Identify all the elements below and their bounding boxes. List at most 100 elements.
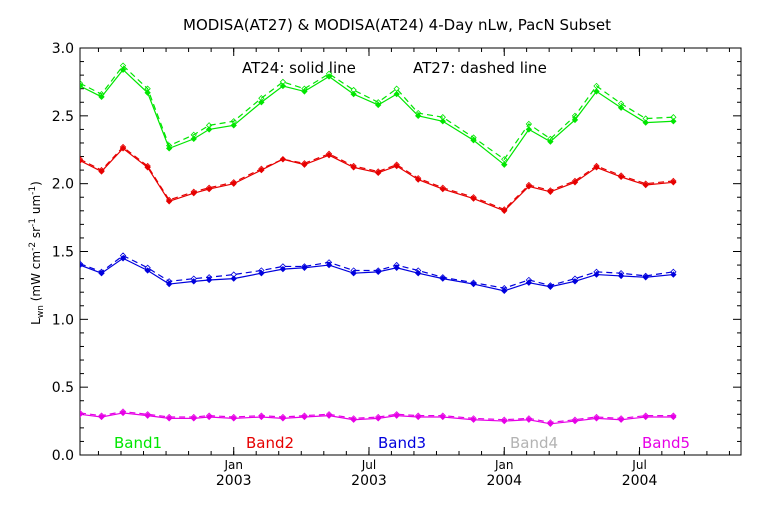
band5-at24-point bbox=[393, 412, 400, 419]
band3-at27-point bbox=[80, 260, 84, 267]
band5-at24-point bbox=[230, 415, 237, 422]
band3-at24-point bbox=[571, 278, 579, 285]
band1-at24-point bbox=[119, 66, 127, 73]
legend-band1: Band1 bbox=[114, 434, 162, 452]
band5-at24-point bbox=[415, 413, 422, 421]
band1-at24-point bbox=[190, 135, 197, 143]
plot-frame bbox=[79, 47, 742, 456]
band3-at24-point bbox=[325, 261, 333, 269]
band2-at24-point bbox=[571, 179, 579, 186]
band5-at24-point bbox=[98, 413, 105, 421]
band3-at27-line bbox=[80, 254, 674, 289]
band1-at24-point bbox=[547, 138, 554, 145]
band3-at24-point bbox=[279, 265, 287, 273]
chart-title: MODISA(AT27) & MODISA(AT24) 4-Day nLw, P… bbox=[183, 16, 611, 34]
band3-at24-point bbox=[375, 268, 382, 276]
band1-at24-point bbox=[98, 93, 105, 101]
band5-at24-point bbox=[439, 413, 446, 421]
x-tick-label-month: Jan bbox=[223, 458, 243, 472]
y-tick-label: 0.0 bbox=[52, 448, 74, 464]
band2-at24-point bbox=[190, 189, 197, 197]
band3-at24-point bbox=[190, 278, 197, 285]
band2-at24-point bbox=[525, 183, 533, 190]
band2-at24-point bbox=[279, 156, 287, 163]
band1-at24-point bbox=[205, 126, 213, 133]
legend-band5: Band5 bbox=[642, 434, 690, 452]
band5-at24-point bbox=[617, 416, 625, 423]
band3-at24-point bbox=[230, 275, 237, 282]
y-tick-label: 2.0 bbox=[52, 177, 74, 193]
band2-at24-line bbox=[80, 147, 674, 212]
band5-at24-point bbox=[571, 417, 579, 425]
band5-at24-point bbox=[501, 417, 508, 425]
band1-at24-point bbox=[80, 82, 84, 90]
band5-at24-point bbox=[593, 415, 600, 422]
band3-at24-point bbox=[205, 276, 213, 284]
band2-at27-line bbox=[80, 146, 674, 211]
band5-at24-line bbox=[80, 412, 674, 425]
band5-at27-point bbox=[80, 409, 84, 417]
band5-at24-point bbox=[205, 413, 213, 421]
ylabel-exp1: -2 bbox=[28, 242, 38, 251]
band2-at24-point bbox=[501, 207, 508, 214]
legend-band3: Band3 bbox=[378, 434, 426, 452]
x-tick-label-month: Jul bbox=[361, 458, 376, 472]
band5-at24-point bbox=[375, 415, 382, 422]
annotation-at24: AT24: solid line bbox=[242, 59, 356, 77]
band1-at24-point bbox=[375, 101, 382, 109]
band1-at24-point bbox=[279, 82, 287, 90]
band2-at24-point bbox=[415, 176, 422, 183]
band2-at24-point bbox=[547, 188, 554, 195]
band5-at24-point bbox=[165, 415, 173, 422]
band1-at24-point bbox=[470, 137, 477, 144]
ylabel-exp3: -1 bbox=[28, 186, 38, 195]
band1-at24-point bbox=[350, 90, 357, 98]
band3-at24-point bbox=[617, 272, 625, 280]
band2-at24-point bbox=[165, 198, 173, 205]
ylabel-exp2: -1 bbox=[28, 218, 38, 227]
band2-at24-point bbox=[350, 164, 357, 171]
band3-at24-point bbox=[301, 264, 308, 271]
band1-at24-point bbox=[258, 99, 265, 106]
x-tick-label-year: 2003 bbox=[351, 473, 387, 489]
band2-at24-point bbox=[642, 181, 649, 189]
ylabel-sub: wn bbox=[36, 305, 46, 318]
band5-at24-point bbox=[190, 415, 197, 422]
band5-at24-point bbox=[525, 416, 533, 423]
band2-at24-point bbox=[98, 168, 105, 175]
band5-at24-point bbox=[279, 415, 287, 422]
x-tick-label-year: 2004 bbox=[622, 473, 658, 489]
band3-at24-point bbox=[501, 287, 508, 295]
band3-at24-line bbox=[80, 257, 674, 292]
band5-at24-point bbox=[642, 413, 649, 421]
band2-at24-point bbox=[593, 164, 600, 171]
y-axis-label: Lwn (mW cm-2 sr-1 um-1) bbox=[28, 181, 46, 325]
band3-at24-point bbox=[165, 280, 173, 288]
band3-at24-point bbox=[350, 270, 357, 277]
band1-at24-point bbox=[393, 90, 400, 98]
axes: 0.00.51.01.52.02.53.0Jan2003Jul2003Jan20… bbox=[52, 41, 742, 489]
band1-at24-point bbox=[415, 112, 422, 119]
band2-at24-point bbox=[670, 179, 677, 186]
band1-at24-point bbox=[670, 118, 677, 125]
band1-at24-point bbox=[571, 116, 579, 124]
band3-at24-point bbox=[525, 279, 533, 286]
band2-at24-point bbox=[470, 195, 477, 202]
band5-at24-point bbox=[350, 416, 357, 423]
annotation-at27: AT27: dashed line bbox=[413, 59, 547, 77]
band2-at24-point bbox=[617, 173, 625, 181]
band3-at24-point bbox=[670, 271, 677, 278]
band2-at24-point bbox=[375, 169, 382, 176]
band2-at24-point bbox=[119, 145, 127, 152]
band3-at24-point bbox=[470, 280, 477, 288]
band3-at24-point bbox=[642, 274, 649, 281]
band2-at24-point bbox=[439, 185, 446, 193]
band2-at27-point bbox=[80, 156, 84, 163]
legend-band4: Band4 bbox=[510, 434, 558, 452]
x-tick-label-year: 2004 bbox=[486, 473, 522, 489]
y-tick-label: 2.5 bbox=[52, 109, 74, 125]
band3-at24-point bbox=[439, 275, 446, 282]
band1-at24-point bbox=[301, 88, 308, 95]
band5-at24-point bbox=[325, 412, 333, 419]
y-tick-label: 3.0 bbox=[52, 41, 74, 57]
